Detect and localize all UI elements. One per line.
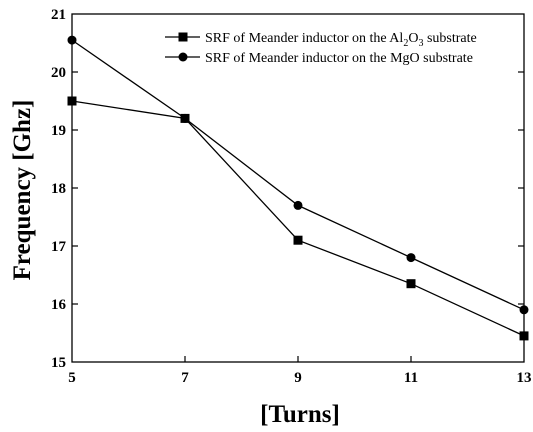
y-tick-label: 18 bbox=[51, 181, 66, 197]
x-tick-label: 9 bbox=[294, 370, 302, 386]
series-line bbox=[71, 39, 525, 311]
data-point-circle bbox=[180, 113, 190, 123]
y-tick-label: 21 bbox=[51, 7, 66, 23]
data-point-square bbox=[293, 235, 303, 245]
x-axis-title: [Turns] bbox=[260, 401, 340, 428]
x-tick-label: 13 bbox=[517, 370, 532, 386]
legend-marker-square bbox=[178, 32, 188, 42]
data-point-square bbox=[67, 96, 77, 106]
legend-label-mgo: SRF of Meander inductor on the MgO subst… bbox=[205, 51, 473, 66]
data-point-square bbox=[519, 331, 529, 341]
x-tick-label: 7 bbox=[181, 370, 189, 386]
x-tick-label: 5 bbox=[68, 370, 76, 386]
y-tick-label: 17 bbox=[51, 239, 67, 255]
axes bbox=[71, 13, 525, 363]
y-tick-label: 15 bbox=[51, 355, 66, 371]
data-point-square bbox=[406, 279, 416, 289]
ticks: 5 7 9 11 13 15 16 17 18 19 20 21 bbox=[51, 7, 532, 386]
data-point-circle bbox=[519, 305, 529, 315]
data-point-circle bbox=[67, 35, 77, 45]
series-mgo bbox=[67, 35, 529, 315]
legend: SRF of Meander inductor on the Al2O3 sub… bbox=[165, 31, 477, 66]
data-point-circle bbox=[293, 200, 303, 210]
y-tick-label: 16 bbox=[51, 297, 67, 313]
x-tick-label: 11 bbox=[404, 370, 418, 386]
series-al2o3 bbox=[67, 96, 529, 341]
y-tick-label: 19 bbox=[51, 123, 66, 139]
data-point-circle bbox=[406, 253, 416, 263]
series-line bbox=[71, 100, 525, 337]
legend-marker-circle bbox=[178, 52, 188, 62]
legend-label-al2o3: SRF of Meander inductor on the Al2O3 sub… bbox=[205, 31, 477, 49]
plot-frame bbox=[71, 13, 525, 363]
y-axis-title: Frequency [Ghz] bbox=[9, 100, 36, 281]
y-tick-label: 20 bbox=[51, 65, 66, 81]
legend-item-al2o3: SRF of Meander inductor on the Al2O3 sub… bbox=[165, 31, 477, 49]
legend-item-mgo: SRF of Meander inductor on the MgO subst… bbox=[165, 51, 473, 66]
series-layer bbox=[67, 35, 529, 341]
